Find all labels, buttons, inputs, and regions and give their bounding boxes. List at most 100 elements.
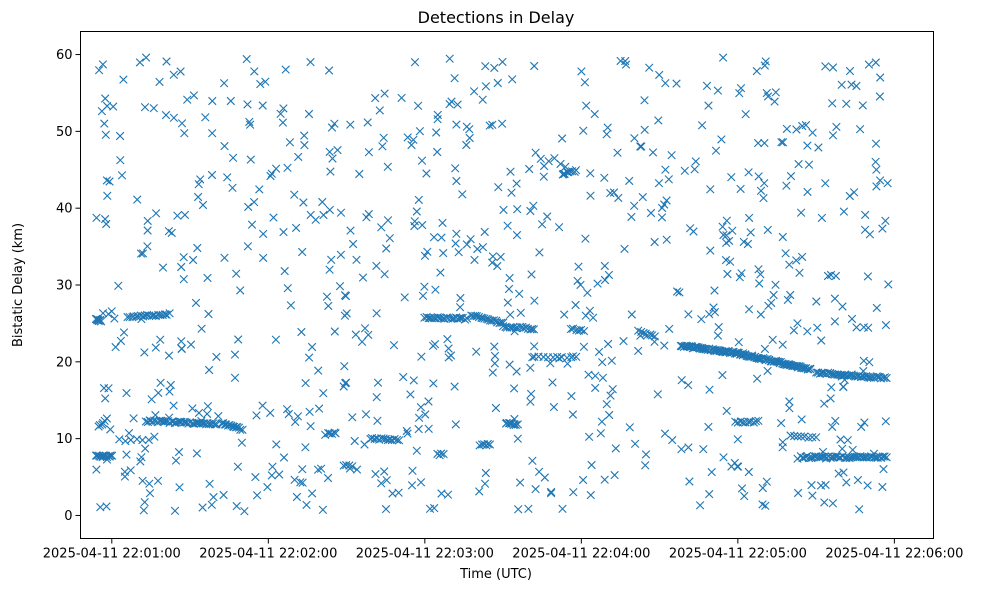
data-point (279, 104, 288, 113)
data-point (336, 250, 346, 259)
data-point (561, 162, 570, 171)
data-point (282, 405, 292, 414)
data-point (661, 165, 670, 174)
data-point (754, 265, 763, 274)
data-point (462, 240, 472, 249)
data-point (132, 435, 142, 444)
data-point (761, 501, 770, 510)
data-point (228, 153, 238, 162)
data-point (151, 410, 160, 420)
data-point (429, 379, 438, 388)
data-point (306, 57, 315, 67)
data-point (237, 438, 247, 447)
data-point (340, 362, 349, 371)
data-point (230, 373, 240, 382)
data-point (657, 213, 667, 222)
data-point (820, 399, 829, 408)
data-point (789, 326, 799, 335)
data-point (204, 309, 213, 319)
data-point (660, 429, 670, 438)
data-point (116, 156, 125, 165)
data-point (177, 344, 186, 354)
data-point (792, 125, 801, 134)
data-point (301, 378, 310, 388)
data-point (845, 66, 855, 76)
data-point (164, 413, 174, 422)
data-point (782, 181, 791, 190)
data-point (452, 120, 461, 129)
data-point (143, 242, 152, 251)
data-point (261, 77, 270, 86)
data-point (847, 80, 856, 89)
data-point (318, 197, 327, 207)
data-point (234, 335, 243, 344)
data-point (221, 420, 231, 429)
data-point (194, 180, 203, 189)
data-point (816, 481, 826, 490)
data-point (543, 212, 552, 221)
data-point (630, 439, 640, 448)
data-point (345, 464, 355, 473)
data-point (512, 367, 521, 376)
data-point (333, 145, 342, 155)
data-point (785, 404, 794, 413)
data-point (675, 288, 684, 297)
data-point (201, 113, 210, 122)
data-point (236, 286, 245, 295)
data-point (402, 426, 411, 436)
data-point (490, 63, 499, 73)
data-point (156, 378, 165, 387)
data-point (861, 210, 870, 220)
data-point (602, 400, 611, 409)
data-point (424, 424, 433, 433)
data-point (636, 331, 645, 340)
data-point (881, 417, 890, 426)
data-point (702, 81, 712, 90)
data-point (183, 95, 192, 104)
data-point (319, 210, 328, 220)
data-point (193, 192, 203, 202)
data-point (555, 354, 564, 363)
data-point (821, 179, 830, 188)
data-point (749, 418, 758, 427)
data-point (863, 481, 872, 490)
data-point (559, 169, 568, 179)
data-point (627, 310, 636, 319)
data-point (103, 191, 112, 200)
data-point (817, 336, 826, 345)
data-point (147, 395, 156, 404)
data-point (600, 261, 609, 271)
data-point (269, 213, 278, 222)
data-point (778, 443, 787, 452)
data-point (797, 415, 806, 424)
data-point (526, 325, 535, 334)
data-point (373, 416, 382, 425)
data-point (171, 456, 181, 465)
data-point (314, 366, 323, 375)
data-point (415, 127, 425, 136)
data-point (796, 208, 806, 217)
data-point (804, 365, 813, 374)
data-point (249, 197, 259, 207)
data-point (99, 383, 109, 393)
data-point (882, 373, 891, 383)
data-point (490, 351, 500, 361)
data-point (531, 148, 540, 157)
data-point (804, 453, 814, 463)
data-point (638, 192, 647, 202)
data-point (793, 488, 803, 498)
data-point (451, 164, 460, 173)
data-point (785, 397, 794, 406)
data-point (422, 169, 431, 178)
data-point (697, 315, 706, 324)
data-point (203, 402, 213, 411)
data-point (140, 103, 150, 112)
data-point (412, 446, 421, 455)
data-point (614, 193, 623, 203)
data-point (591, 371, 600, 380)
x-axis-label: Time (UTC) (459, 567, 532, 582)
data-point (276, 109, 285, 118)
data-point (424, 397, 433, 406)
data-point (648, 148, 658, 157)
data-point (139, 506, 148, 515)
